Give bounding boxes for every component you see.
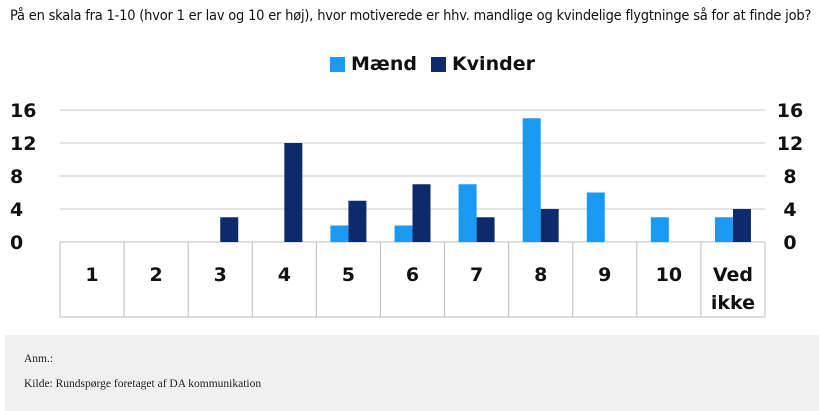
x-tick-label: 3 <box>214 264 227 286</box>
x-tick-label: 8 <box>534 264 547 286</box>
bar-kvinder <box>412 184 431 242</box>
bar-maend <box>650 217 669 242</box>
x-tick-label: 9 <box>598 264 611 286</box>
y-tick-label-left: 0 <box>10 232 23 254</box>
bar-maend <box>394 225 413 242</box>
bar-maend <box>458 184 477 242</box>
bar-maend <box>586 192 605 242</box>
bar-kvinder <box>540 209 559 242</box>
legend-swatch-maend <box>330 56 345 72</box>
bar-maend <box>714 217 733 242</box>
y-tick-label-right: 8 <box>783 166 796 188</box>
bar-kvinder <box>732 209 751 242</box>
legend-label-kvinder: Kvinder <box>451 53 535 75</box>
footer: Anm.: Kilde: Rundspørge foretaget af DA … <box>5 335 819 411</box>
x-tick-label: 1 <box>85 264 98 286</box>
legend-item-maend: Mænd <box>330 53 417 75</box>
y-tick-label-right: 16 <box>777 100 803 122</box>
x-tick-label: ikke <box>711 292 755 314</box>
footer-note: Anm.: <box>24 353 54 365</box>
x-tick-label: 6 <box>406 264 419 286</box>
bar-kvinder <box>476 217 495 242</box>
x-tick-label: 7 <box>470 264 483 286</box>
y-tick-label-right: 12 <box>777 133 803 155</box>
legend-item-kvinder: Kvinder <box>430 53 535 75</box>
y-tick-label-left: 4 <box>10 199 23 221</box>
bar-maend <box>522 118 541 242</box>
x-tick-label: Ved <box>713 264 753 286</box>
x-tick-label: 10 <box>656 264 682 286</box>
x-tick-label: 5 <box>342 264 355 286</box>
footer-source: Kilde: Rundspørge foretaget af DA kommun… <box>24 378 262 390</box>
chart-title: På en skala fra 1-10 (hvor 1 er lav og 1… <box>10 8 812 24</box>
bar-maend <box>330 225 349 242</box>
legend-swatch-kvinder <box>430 56 446 72</box>
y-tick-label-right: 4 <box>783 199 796 221</box>
bar-kvinder <box>348 200 367 242</box>
x-tick-label: 4 <box>278 264 291 286</box>
bar-kvinder <box>284 143 303 242</box>
y-tick-label-left: 8 <box>10 166 23 188</box>
x-tick-label: 2 <box>150 264 163 286</box>
y-tick-label-left: 12 <box>10 133 36 155</box>
bar-kvinder <box>220 217 239 242</box>
y-tick-label-left: 16 <box>10 100 36 122</box>
y-tick-label-right: 0 <box>783 232 796 254</box>
legend: Mænd Kvinder <box>330 53 549 75</box>
legend-label-maend: Mænd <box>351 53 417 75</box>
